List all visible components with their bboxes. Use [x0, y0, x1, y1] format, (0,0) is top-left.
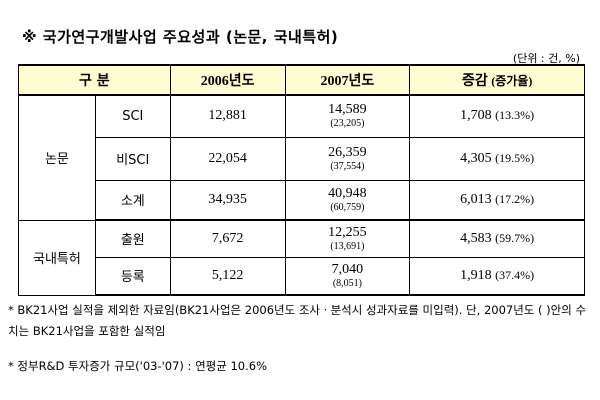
table-row: 국내특허 출원 7,672 12,255 (13,691) 4,583 (59.7%): [18, 219, 585, 296]
item-label: 비SCI: [94, 136, 171, 181]
item-label: 출원: [94, 219, 171, 258]
cell: 4,583 (59.7%): [409, 219, 585, 258]
table-body: 논문 SCI 12,881 14,589 (23,205) 1,708 (13.3%) 비S…: [18, 94, 585, 296]
value-incl: (8,051): [332, 277, 362, 289]
rate: (13.3%): [495, 108, 535, 123]
change: 4,583: [460, 230, 492, 246]
cell: 40,948 (60,759): [284, 179, 411, 221]
cell: 6,013 (17.2%): [409, 179, 585, 221]
cell: 12,881: [169, 94, 286, 138]
change: 4,305: [460, 150, 492, 166]
header-cell: 2006년도: [169, 64, 286, 96]
cell: 1,708 (13.3%): [409, 94, 585, 138]
cell: 7,040 (8,051): [284, 256, 411, 296]
cell: 4,305 (19.5%): [409, 136, 585, 181]
table: 구 분 2006년도 2007년도 증감 (증가율) 논문 SCI 12,881 14…: [18, 64, 585, 296]
item-label: SCI: [94, 94, 171, 138]
cell: 7,672: [169, 219, 286, 258]
change: 1,708: [460, 108, 492, 124]
rate: (17.2%): [495, 191, 535, 206]
cell: 1,918 (37.4%): [409, 256, 585, 296]
table-row: 논문 SCI 12,881 14,589 (23,205) 1,708 (13.3%): [18, 94, 585, 221]
header-text: (증가율): [491, 74, 533, 88]
header-text: 증감: [461, 74, 488, 89]
header-cell: 2007년도: [284, 64, 411, 96]
value-incl: (37,554): [330, 160, 365, 172]
table-row: 등록 5,122 7,040 (8,051) 1,918 (37.4%): [19, 256, 585, 296]
cell: 26,359 (37,554): [284, 136, 411, 181]
value: 14,589: [328, 102, 367, 118]
title: ※ 국가연구개발사업 주요성과 (논문, 국내특허): [22, 28, 339, 46]
value-incl: (23,205): [330, 118, 365, 130]
value: 12,255: [328, 224, 367, 240]
item-label: 등록: [94, 256, 171, 296]
footnote: * 정부R&D 투자증가 규모('03-'07) : 연평균 10.6%: [8, 359, 267, 373]
value-incl: (13,691): [330, 240, 365, 252]
rate: (37.4%): [495, 267, 535, 282]
value: 7,040: [331, 261, 364, 277]
value: 40,948: [328, 185, 367, 201]
cell: 34,935: [169, 179, 286, 221]
change: 6,013: [460, 191, 492, 207]
table-row: 소계 34,935 40,948 (60,759) 6,013 (17.2%): [19, 179, 585, 221]
unit: (단위 : 건, %): [512, 52, 580, 65]
group-label: 논문: [18, 94, 96, 221]
value-incl: (60,759): [330, 201, 365, 213]
rate: (59.7%): [495, 230, 535, 245]
item-label: 소계: [94, 179, 171, 221]
rate: (19.5%): [495, 150, 535, 165]
header-cell: 증감 (증가율): [409, 64, 585, 96]
cell: 5,122: [169, 256, 286, 296]
cell: 22,054: [169, 136, 286, 181]
cell: 14,589 (23,205): [284, 94, 411, 138]
header-cell: 구 분: [18, 64, 171, 96]
group-label: 국내특허: [18, 219, 96, 296]
footnote: * BK21사업 실적을 제외한 자료임(BK21사업은 2006년도 조사ㆍ분…: [8, 303, 587, 338]
change: 1,918: [460, 267, 492, 283]
table-row: 비SCI 22,054 26,359 (37,554) 4,305 (19.5%): [19, 136, 585, 181]
cell: 12,255 (13,691): [284, 219, 411, 258]
value: 26,359: [328, 144, 367, 160]
